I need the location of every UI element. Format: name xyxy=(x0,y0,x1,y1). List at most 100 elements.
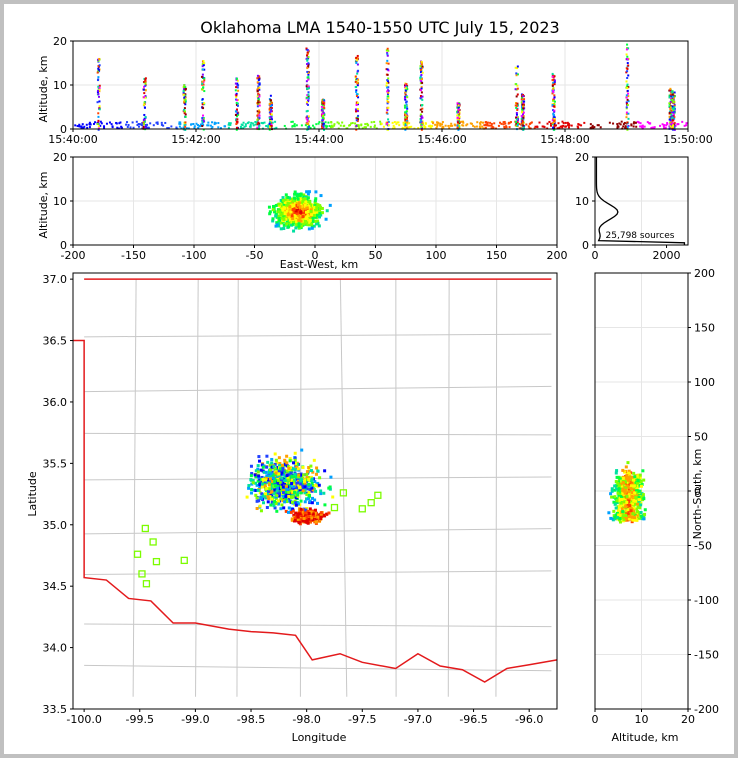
source-point xyxy=(256,114,259,117)
source-point xyxy=(304,124,307,127)
source-point xyxy=(356,81,359,84)
source-point xyxy=(639,480,643,484)
source-point xyxy=(626,98,629,101)
source-point xyxy=(258,101,261,104)
source-point xyxy=(621,514,625,518)
source-point xyxy=(285,474,289,478)
source-point xyxy=(436,123,439,126)
source-point xyxy=(685,122,688,125)
source-point xyxy=(666,123,669,126)
source-point xyxy=(306,48,309,51)
source-point xyxy=(201,63,204,66)
source-point xyxy=(277,210,281,214)
source-point xyxy=(553,103,556,106)
source-point xyxy=(306,509,310,513)
source-point xyxy=(275,489,279,493)
source-point xyxy=(624,486,628,490)
source-point xyxy=(516,93,519,96)
source-point xyxy=(387,77,390,80)
source-point xyxy=(201,102,204,105)
source-point xyxy=(345,127,348,130)
source-point xyxy=(276,465,280,469)
source-point xyxy=(516,67,519,70)
source-point xyxy=(514,83,517,86)
source-point xyxy=(257,112,260,115)
source-point xyxy=(96,71,99,74)
lma-station-marker xyxy=(149,538,157,546)
source-point xyxy=(162,124,165,127)
source-point xyxy=(256,110,259,113)
source-point xyxy=(213,121,216,124)
source-point xyxy=(641,127,644,130)
source-point xyxy=(420,87,423,90)
source-point xyxy=(355,119,358,122)
source-point xyxy=(305,470,309,474)
source-point xyxy=(385,121,388,124)
source-point xyxy=(564,121,567,124)
source-point xyxy=(669,116,672,119)
source-point xyxy=(670,115,673,118)
source-point xyxy=(254,481,258,485)
source-point xyxy=(275,509,279,513)
source-point xyxy=(235,92,238,95)
altitude-ns-y-tick-label: -150 xyxy=(694,649,719,662)
source-point xyxy=(421,78,424,81)
source-point xyxy=(306,54,309,57)
source-point xyxy=(268,122,271,125)
source-point xyxy=(202,123,205,126)
source-point xyxy=(280,463,284,467)
source-point xyxy=(421,71,424,74)
plan-view-x-tick-label: -99.5 xyxy=(126,713,154,726)
source-point xyxy=(281,196,285,200)
source-point xyxy=(626,478,630,482)
source-point xyxy=(373,120,376,123)
source-point xyxy=(131,121,134,124)
source-point xyxy=(630,123,633,126)
source-point xyxy=(182,126,185,129)
source-point xyxy=(210,127,213,130)
source-point xyxy=(522,107,525,110)
source-point xyxy=(98,57,101,60)
source-point xyxy=(615,511,619,515)
source-point xyxy=(103,126,106,129)
source-point xyxy=(310,220,314,224)
source-point xyxy=(297,210,301,214)
source-point xyxy=(298,519,302,523)
source-point xyxy=(296,197,300,201)
source-point xyxy=(614,471,618,475)
source-point xyxy=(301,465,305,469)
source-point xyxy=(293,192,297,196)
source-point xyxy=(430,127,433,130)
source-point xyxy=(98,90,101,93)
source-point xyxy=(307,65,310,68)
source-point xyxy=(255,483,259,487)
source-point xyxy=(286,476,290,480)
source-point xyxy=(404,98,407,101)
source-point xyxy=(633,491,637,495)
source-point xyxy=(562,124,565,127)
source-point xyxy=(355,124,358,127)
source-point xyxy=(305,96,308,99)
source-point xyxy=(307,468,311,472)
source-point xyxy=(487,124,490,127)
ew-altitude-x-tick-label: -100 xyxy=(182,249,207,262)
source-point xyxy=(626,85,629,88)
source-point xyxy=(457,111,460,114)
source-point xyxy=(264,496,268,500)
source-point xyxy=(566,121,569,124)
source-point xyxy=(392,124,395,127)
source-point xyxy=(631,494,635,498)
source-point xyxy=(404,118,407,121)
source-point xyxy=(643,512,647,516)
source-point xyxy=(258,82,261,85)
source-point xyxy=(237,113,240,116)
source-point xyxy=(273,480,277,484)
source-point xyxy=(522,108,525,111)
source-point xyxy=(668,105,671,108)
source-point xyxy=(293,502,297,506)
source-point xyxy=(627,100,630,103)
source-point xyxy=(308,519,312,523)
source-point xyxy=(625,71,628,74)
source-point xyxy=(137,123,140,126)
source-point xyxy=(97,115,100,118)
